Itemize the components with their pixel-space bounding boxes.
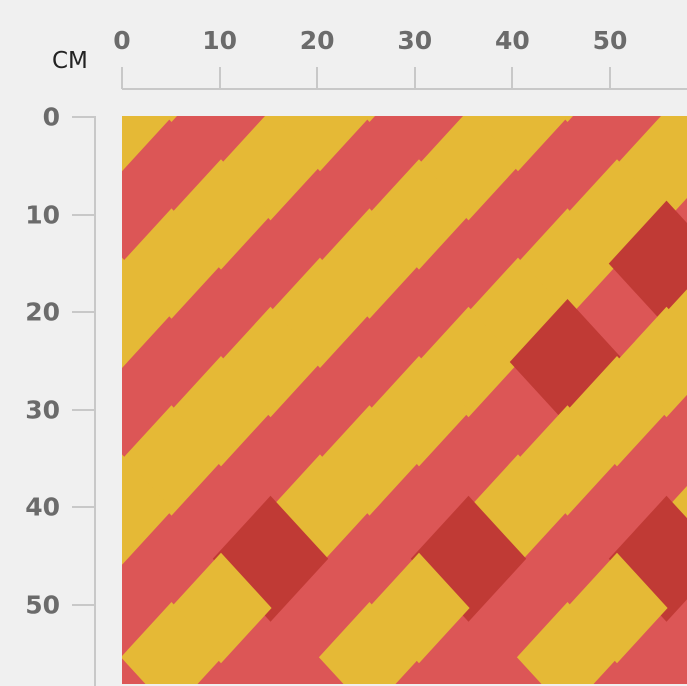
ruler-h-tick (511, 67, 514, 89)
ruler-h-tick (218, 67, 221, 89)
yellow-diamond (219, 116, 322, 221)
yellow-diamond (615, 116, 687, 221)
ruler-h-label: 30 (397, 26, 433, 55)
ruler-v-label: 50 (25, 590, 60, 620)
ruler-h-tick (121, 67, 123, 89)
vertical-ruler (94, 116, 96, 686)
ruler-v-label: 0 (42, 102, 60, 132)
ruler-h-label: 10 (202, 26, 237, 55)
yellow-diamond (122, 454, 173, 565)
unit-label: CM (52, 48, 88, 74)
yellow-diamond (219, 306, 322, 418)
ruler-h-label: 0 (113, 26, 131, 55)
ruler-v-label: 10 (25, 200, 60, 230)
ruler-v-tick (72, 408, 94, 411)
ruler-h-label: 20 (299, 26, 335, 55)
yellow-diamond (417, 116, 520, 221)
yellow-diamond (615, 306, 687, 418)
ruler-v-tick (72, 116, 94, 118)
fabric-preview (122, 116, 687, 684)
ruler-h-tick (609, 67, 611, 89)
yellow-diamond (467, 454, 569, 565)
ruler-v-tick (72, 311, 94, 314)
yellow-diamond (122, 602, 223, 684)
ruler-v-label: 40 (25, 492, 60, 522)
yellow-diamond (122, 257, 173, 368)
ruler-v-tick (72, 604, 94, 606)
ruler-h-label: 40 (494, 26, 530, 55)
yellow-diamond (417, 306, 520, 418)
yellow-diamond (122, 360, 124, 364)
dark-red-diamond (608, 200, 687, 327)
ruler-h-label: 50 (592, 26, 628, 55)
yellow-diamond (122, 164, 124, 167)
horizontal-ruler (122, 88, 687, 90)
ruler-v-label: 20 (25, 297, 60, 327)
yellow-diamond (318, 602, 421, 684)
ruler-h-tick (413, 67, 416, 89)
ruler-h-tick (316, 67, 319, 89)
ruler-v-label: 30 (25, 395, 60, 425)
yellow-diamond (467, 116, 569, 172)
ruler-v-tick (72, 213, 94, 216)
ruler-v-tick (72, 506, 94, 509)
yellow-diamond (516, 602, 619, 684)
yellow-diamond (122, 557, 124, 560)
dark-red-diamond (608, 495, 687, 622)
yellow-diamond (269, 116, 371, 172)
